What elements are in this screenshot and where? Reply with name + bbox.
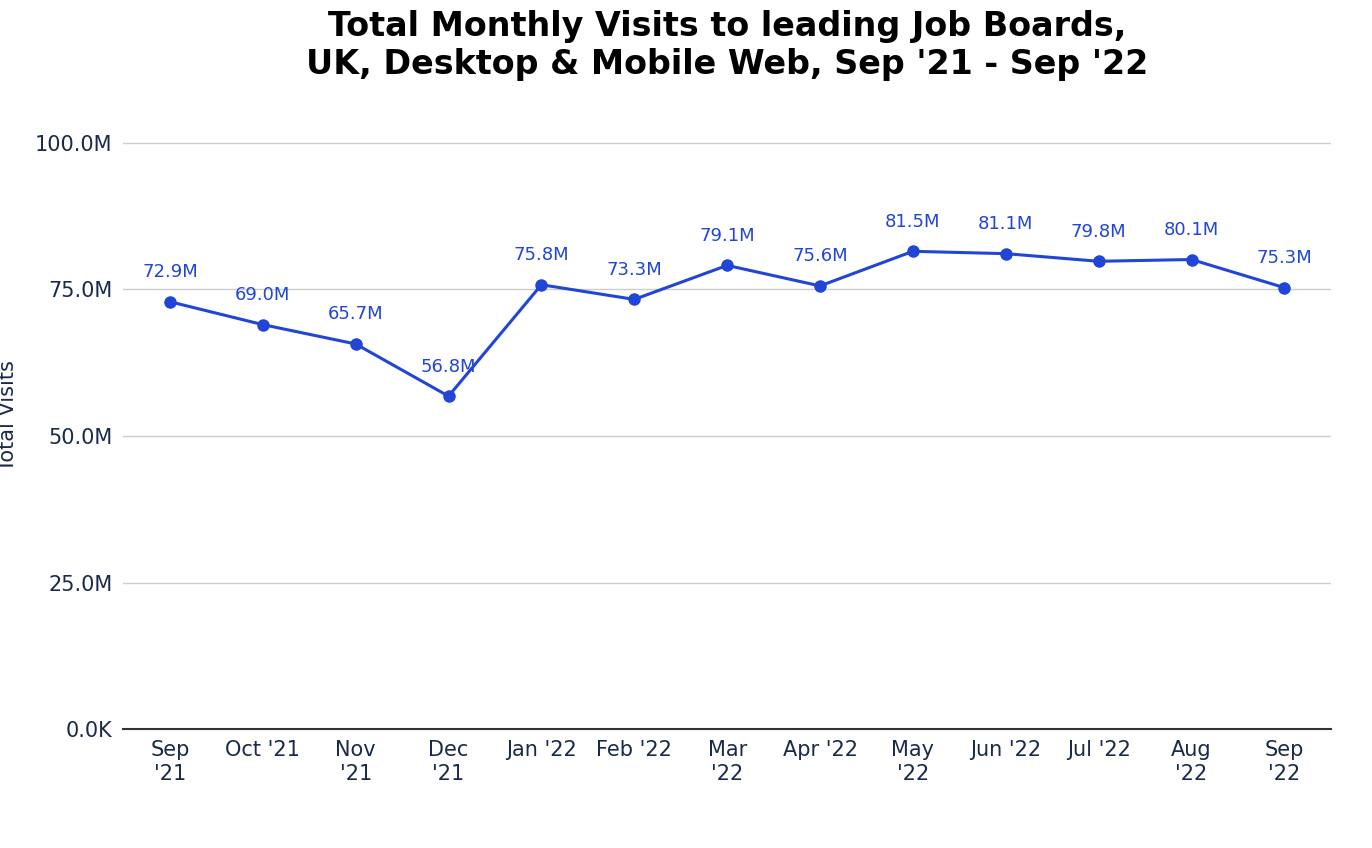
Text: 80.1M: 80.1M xyxy=(1163,221,1220,239)
Title: Total Monthly Visits to leading Job Boards,
UK, Desktop & Mobile Web, Sep '21 - : Total Monthly Visits to leading Job Boar… xyxy=(306,10,1148,81)
Text: 75.3M: 75.3M xyxy=(1257,249,1312,267)
Text: 56.8M: 56.8M xyxy=(421,358,476,376)
Text: 72.9M: 72.9M xyxy=(143,263,198,282)
Text: 81.1M: 81.1M xyxy=(978,215,1033,233)
Text: 75.6M: 75.6M xyxy=(792,248,848,265)
Text: 65.7M: 65.7M xyxy=(328,305,384,323)
Y-axis label: Total Visits: Total Visits xyxy=(0,360,18,471)
Text: 69.0M: 69.0M xyxy=(235,286,291,304)
Text: 75.8M: 75.8M xyxy=(513,246,569,265)
Text: 79.8M: 79.8M xyxy=(1070,223,1126,241)
Text: 81.5M: 81.5M xyxy=(885,213,941,231)
Text: 79.1M: 79.1M xyxy=(700,227,755,245)
Text: 73.3M: 73.3M xyxy=(606,261,663,279)
